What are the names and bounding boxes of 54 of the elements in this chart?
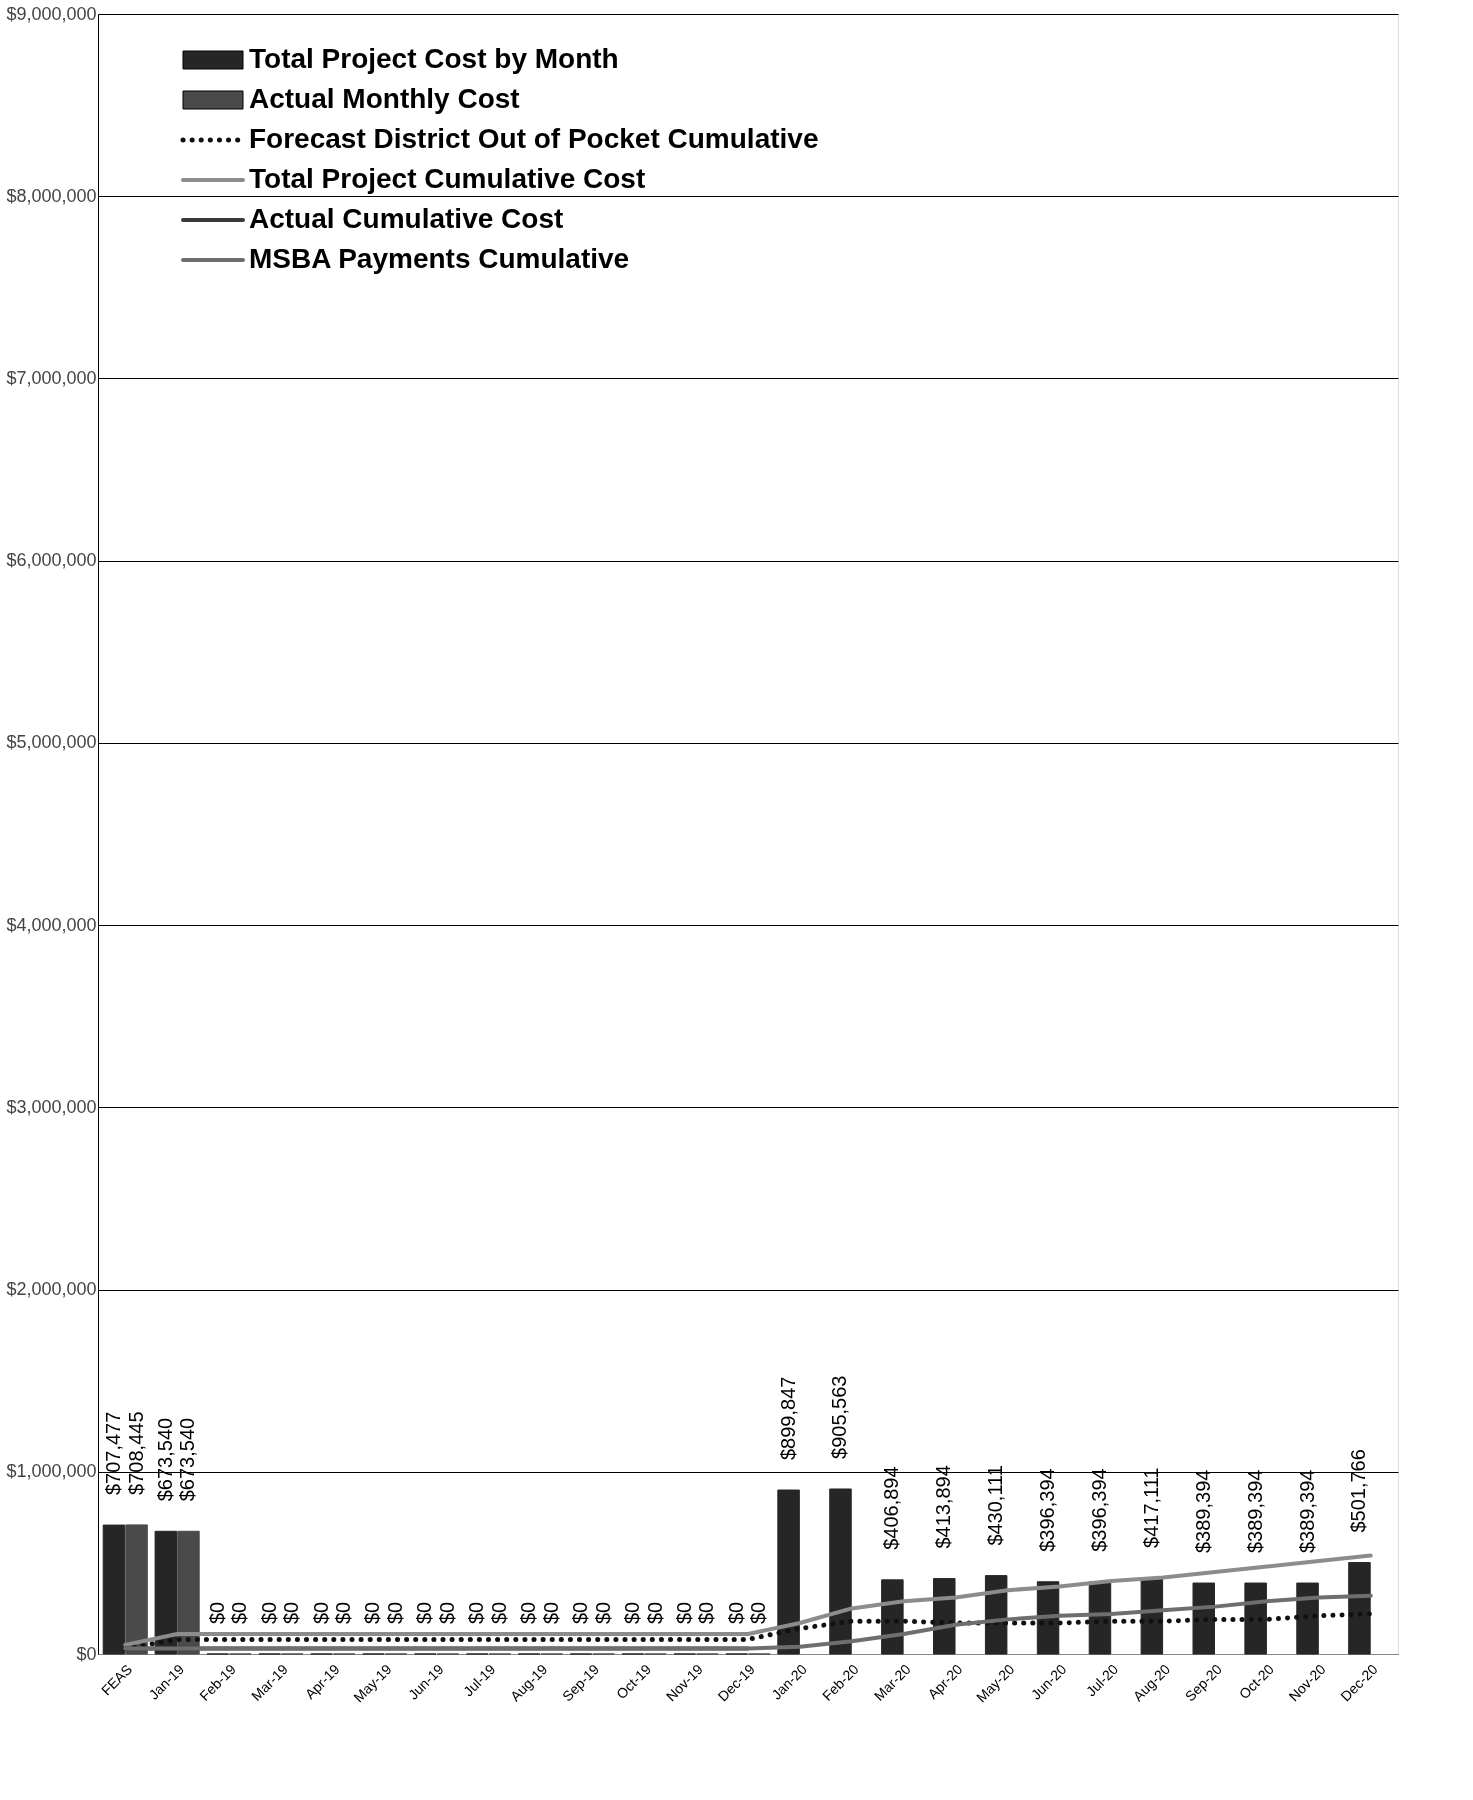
legend-label: Total Project Cumulative Cost xyxy=(249,163,646,194)
y-tick-label: $6,000,000 xyxy=(6,550,97,571)
data-label: $396,394 xyxy=(1036,1468,1059,1552)
data-label: $0 xyxy=(695,1601,718,1624)
data-label: $0 xyxy=(747,1601,770,1624)
data-label: $430,111 xyxy=(984,1465,1007,1546)
legend-label: Actual Cumulative Cost xyxy=(249,203,564,234)
data-label: $0 xyxy=(361,1601,384,1624)
y-tick-label: $1,000,000 xyxy=(6,1461,97,1482)
data-label: $417,111 xyxy=(1139,1467,1162,1548)
data-label: $389,394 xyxy=(1243,1469,1266,1554)
data-label: $0 xyxy=(569,1601,591,1624)
y-tick-label: $5,000,000 xyxy=(6,732,97,753)
data-label: $0 xyxy=(228,1601,251,1624)
data-label: $0 xyxy=(309,1601,332,1624)
data-label: $0 xyxy=(257,1601,280,1624)
y-tick-label: $3,000,000 xyxy=(6,1096,97,1117)
legend-label: Forecast District Out of Pocket Cumulative xyxy=(249,123,819,154)
data-label: $0 xyxy=(591,1601,614,1624)
y-tick-label: $7,000,000 xyxy=(6,367,97,388)
data-label: $0 xyxy=(205,1601,228,1624)
data-label: $0 xyxy=(517,1601,540,1624)
legend-label: Total Project Cost by Month xyxy=(249,43,619,74)
data-label: $0 xyxy=(435,1601,458,1624)
data-label: $673,540 xyxy=(153,1417,176,1502)
data-label: $707,477 xyxy=(101,1411,124,1496)
data-label: $905,563 xyxy=(828,1375,851,1459)
data-label: $0 xyxy=(465,1601,488,1624)
y-tick-label: $4,000,000 xyxy=(6,914,97,935)
data-label: $708,445 xyxy=(124,1411,147,1495)
y-tick-label: $9,000,000 xyxy=(6,3,97,24)
data-label: $899,847 xyxy=(776,1376,799,1461)
data-label: $413,894 xyxy=(932,1465,955,1549)
data-label: $0 xyxy=(384,1601,407,1624)
data-label: $0 xyxy=(539,1601,562,1624)
data-label: $406,894 xyxy=(880,1466,903,1550)
y-tick-label: $8,000,000 xyxy=(6,185,97,206)
data-label: $0 xyxy=(724,1601,747,1624)
data-label: $0 xyxy=(672,1601,695,1624)
data-label: $389,394 xyxy=(1191,1469,1214,1554)
data-label: $0 xyxy=(413,1601,436,1624)
data-label: $673,540 xyxy=(176,1417,199,1502)
data-label: $0 xyxy=(643,1601,666,1624)
data-label: $0 xyxy=(280,1601,303,1624)
data-label: $501,766 xyxy=(1347,1449,1370,1533)
data-label: $0 xyxy=(620,1601,643,1624)
y-tick-label: $0 xyxy=(76,1643,97,1664)
data-label: $389,394 xyxy=(1295,1469,1318,1554)
data-label: $396,394 xyxy=(1087,1468,1110,1552)
data-label: $0 xyxy=(487,1601,510,1624)
data-label: $0 xyxy=(332,1601,355,1624)
y-tick-label: $2,000,000 xyxy=(6,1279,97,1300)
legend-label: MSBA Payments Cumulative xyxy=(249,243,630,274)
legend-label: Actual Monthly Cost xyxy=(249,83,520,114)
